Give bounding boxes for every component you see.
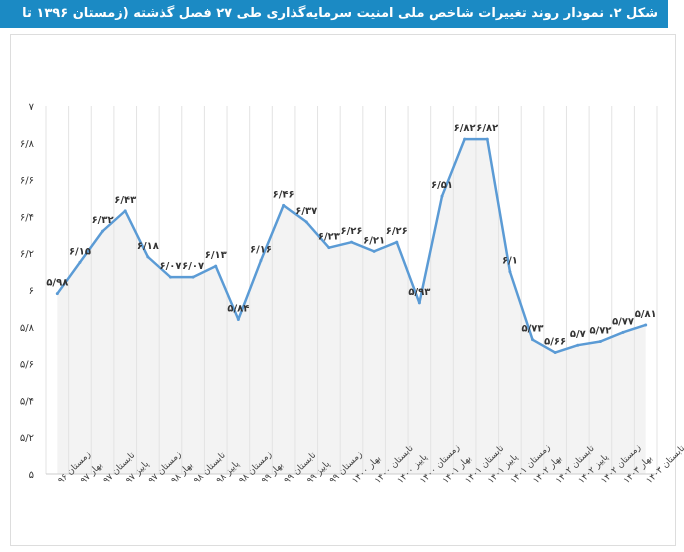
data-label: ۵/۸۱ bbox=[635, 309, 657, 320]
data-point bbox=[101, 229, 105, 233]
data-label: ۶/۲۱ bbox=[363, 235, 385, 246]
data-label: ۵/۹۸ bbox=[46, 278, 68, 289]
data-point bbox=[214, 264, 218, 268]
data-point bbox=[259, 259, 263, 263]
data-label: ۶/۴۳ bbox=[114, 195, 136, 206]
y-tick-label: ۶/۲ bbox=[20, 249, 34, 260]
data-label: ۶/۸۲ bbox=[476, 123, 498, 134]
data-point bbox=[55, 292, 59, 296]
data-label: ۵/۷۳ bbox=[522, 324, 544, 335]
area-fill bbox=[57, 139, 646, 474]
data-label: ۶/۸۲ bbox=[454, 123, 476, 134]
data-point bbox=[146, 255, 150, 259]
y-tick-label: ۶/۶ bbox=[20, 176, 34, 187]
data-point bbox=[350, 240, 353, 244]
data-point bbox=[553, 351, 557, 355]
data-point bbox=[508, 270, 512, 274]
y-tick-label: ۶/۴ bbox=[20, 212, 34, 223]
data-label: ۶/۲۶ bbox=[341, 226, 363, 237]
y-tick-label: ۶/۸ bbox=[20, 139, 35, 150]
data-label: ۶/۴۶ bbox=[273, 189, 295, 200]
data-label: ۶/۱ bbox=[502, 256, 518, 267]
chart-frame bbox=[10, 34, 676, 546]
data-point bbox=[621, 330, 625, 334]
data-label: ۵/۷۷ bbox=[612, 316, 634, 327]
data-point bbox=[463, 137, 467, 141]
data-label: ۶/۲۶ bbox=[386, 226, 408, 237]
data-point bbox=[531, 338, 535, 342]
y-tick-label: ۵/۶ bbox=[20, 360, 34, 371]
data-label: ۶/۱۵ bbox=[69, 246, 91, 257]
data-label: ۶/۰۷ bbox=[159, 261, 181, 272]
data-label: ۵/۷ bbox=[570, 329, 586, 340]
data-point bbox=[327, 246, 331, 250]
data-point bbox=[372, 249, 376, 253]
data-point bbox=[395, 240, 399, 244]
data-point bbox=[123, 209, 127, 213]
data-label: ۵/۷۲ bbox=[589, 326, 611, 337]
data-label: ۶/۵۱ bbox=[431, 180, 453, 191]
data-label: ۵/۹۳ bbox=[408, 287, 430, 298]
data-point bbox=[644, 323, 648, 327]
y-tick-label: ۶ bbox=[29, 286, 34, 297]
data-point bbox=[191, 275, 195, 279]
data-point bbox=[440, 194, 444, 198]
y-tick-label: ۵/۲ bbox=[20, 433, 34, 444]
data-label: ۵/۸۴ bbox=[227, 303, 249, 314]
data-label: ۵/۶۶ bbox=[544, 337, 566, 348]
data-point bbox=[236, 317, 240, 321]
data-point bbox=[417, 301, 421, 305]
data-point bbox=[576, 343, 580, 347]
data-point bbox=[282, 203, 286, 207]
y-tick-label: ۷ bbox=[29, 102, 35, 113]
data-label: ۶/۱۳ bbox=[205, 250, 227, 261]
data-point bbox=[304, 220, 308, 224]
data-point bbox=[598, 340, 602, 344]
data-label: ۶/۳۲ bbox=[92, 215, 114, 226]
figure-title: شکل ۲. نمودار روند تغییرات شاخص ملی امنی… bbox=[0, 0, 668, 49]
data-label: ۶/۱۸ bbox=[137, 241, 159, 252]
y-tick-label: ۵/۴ bbox=[20, 396, 34, 407]
data-label: ۶/۱۶ bbox=[250, 245, 272, 256]
data-label: ۶/۰۷ bbox=[182, 261, 204, 272]
x-tick-label: تابستان ۱۴۰۳ bbox=[645, 443, 684, 486]
data-point bbox=[168, 275, 172, 279]
data-point bbox=[78, 260, 82, 264]
data-label: ۶/۲۳ bbox=[318, 232, 340, 243]
data-label: ۶/۳۷ bbox=[295, 206, 317, 217]
y-tick-label: ۵/۸ bbox=[20, 323, 35, 334]
data-point bbox=[485, 137, 489, 141]
y-tick-label: ۵ bbox=[29, 470, 34, 481]
